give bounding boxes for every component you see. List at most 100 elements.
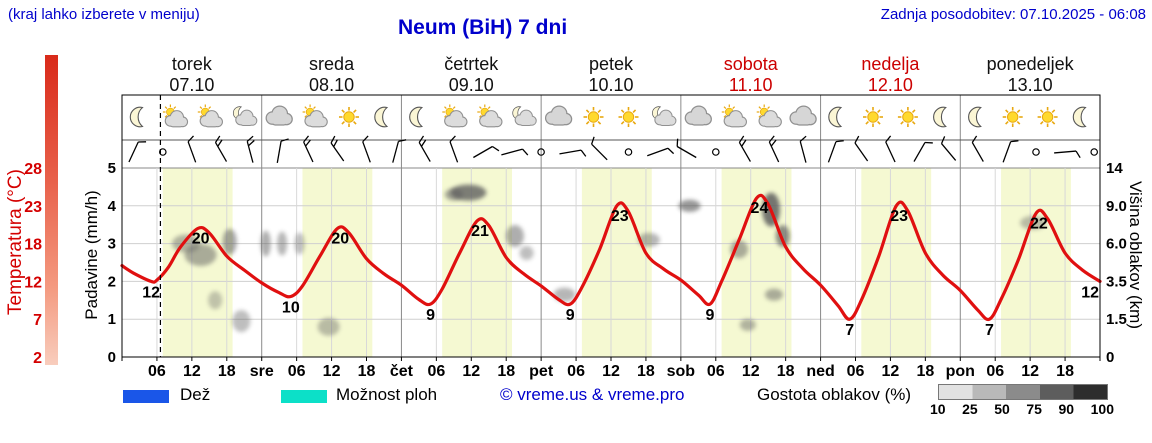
moon-weather-icon xyxy=(828,106,843,128)
calm-wind-icon xyxy=(1090,148,1098,156)
svg-text:sobota: sobota xyxy=(724,54,779,74)
svg-text:12: 12 xyxy=(882,363,900,380)
menu-hint-text: (kraj lahko izberete v meniju) xyxy=(8,6,200,23)
cloudmoon-weather-icon xyxy=(652,106,677,126)
svg-text:18: 18 xyxy=(358,363,376,380)
svg-text:6.0: 6.0 xyxy=(1106,236,1127,253)
svg-text:14: 14 xyxy=(1106,160,1123,177)
wind-barb-icon xyxy=(330,135,345,162)
svg-text:3: 3 xyxy=(108,236,116,253)
svg-text:7: 7 xyxy=(33,312,42,329)
svg-text:20: 20 xyxy=(192,230,210,247)
gridlines xyxy=(121,95,1101,361)
svg-text:18: 18 xyxy=(218,363,236,380)
svg-text:9: 9 xyxy=(566,307,575,324)
wind-barb-icon xyxy=(392,139,407,163)
sun-weather-icon xyxy=(618,107,639,127)
svg-text:5: 5 xyxy=(108,160,116,177)
svg-text:24: 24 xyxy=(751,200,769,217)
wind-barb-icon xyxy=(276,138,289,163)
cloud-density-legend-label: Gostota oblakov (%) xyxy=(757,385,912,404)
rain-legend-swatch xyxy=(123,390,169,403)
calm-wind-icon xyxy=(537,148,545,156)
wind-barb-icon xyxy=(449,135,459,163)
calm-wind-icon xyxy=(1032,148,1040,156)
wind-barb-icon xyxy=(799,135,807,163)
calm-wind-icon xyxy=(624,148,633,156)
sun-weather-icon xyxy=(1037,107,1058,127)
svg-text:ned: ned xyxy=(806,363,834,380)
svg-text:18: 18 xyxy=(916,363,934,380)
showers-legend-label: Možnost ploh xyxy=(336,385,438,404)
svg-text:sob: sob xyxy=(667,363,696,380)
temperature-curve xyxy=(120,193,1102,322)
svg-text:12: 12 xyxy=(183,363,201,380)
cloud-scale-tick: 25 xyxy=(962,401,978,417)
cloud-weather-icon xyxy=(544,105,573,126)
wind-barb-icon xyxy=(214,135,228,162)
svg-text:1: 1 xyxy=(108,311,116,328)
moon-weather-icon xyxy=(933,106,947,128)
svg-text:23: 23 xyxy=(24,199,42,216)
day-bands xyxy=(162,168,1071,357)
svg-text:čet: čet xyxy=(390,363,414,380)
cloud-cover-blobs xyxy=(172,184,1047,336)
cloud-scale-tick: 50 xyxy=(994,401,1010,417)
cloud-weather-icon xyxy=(684,105,712,126)
suncloud-weather-icon xyxy=(721,104,747,128)
svg-text:2: 2 xyxy=(33,350,42,367)
svg-text:12.10: 12.10 xyxy=(868,75,913,95)
sun-weather-icon xyxy=(863,107,883,127)
wind-barb-icon xyxy=(1002,140,1019,163)
page-title: Neum (BiH) 7 dni xyxy=(398,16,568,39)
wind-barb-icon xyxy=(854,135,869,162)
sun-weather-icon xyxy=(897,107,918,127)
wind-barb-icon xyxy=(362,135,371,163)
temperature-extreme-labels: 20 20 21 23 24 23 22 12 10 9 9 9 7 7 12 xyxy=(142,200,1099,339)
wind-barb-icon xyxy=(971,135,984,162)
svg-text:12: 12 xyxy=(462,363,480,380)
svg-text:23: 23 xyxy=(611,208,629,225)
svg-text:nedelja: nedelja xyxy=(861,54,920,74)
svg-text:1.5: 1.5 xyxy=(1106,311,1127,328)
copyright-link[interactable]: © vreme.us & vreme.pro xyxy=(500,385,685,404)
wind-barb-icon xyxy=(940,136,957,161)
cloud-density-scale: 10 25 50 75 90 100 xyxy=(930,401,1114,417)
svg-text:11.10: 11.10 xyxy=(729,75,773,95)
sun-weather-icon xyxy=(339,107,359,127)
svg-text:0: 0 xyxy=(108,349,116,366)
wind-barb-icon xyxy=(418,135,431,162)
svg-text:sre: sre xyxy=(250,363,274,380)
axis-tick-labels: 06 12 18 06 12 18 06 12 18 06 12 18 06 12 18 06 12 18 06 12… xyxy=(24,160,1127,380)
svg-text:22: 22 xyxy=(1030,215,1048,232)
svg-text:09.10: 09.10 xyxy=(449,75,494,95)
wind-barb-icon xyxy=(738,135,751,162)
svg-text:18: 18 xyxy=(777,363,795,380)
moon-weather-icon xyxy=(129,106,144,128)
svg-text:28: 28 xyxy=(24,161,42,178)
svg-text:12: 12 xyxy=(1021,363,1039,380)
wind-barb-icon xyxy=(827,140,844,163)
svg-text:9.0: 9.0 xyxy=(1106,198,1127,215)
wind-barb-icon xyxy=(559,149,587,157)
temperature-color-strip xyxy=(45,55,58,365)
showers-legend-swatch xyxy=(281,390,327,403)
wind-barb-icon xyxy=(1054,150,1081,159)
wind-barb-icon xyxy=(501,148,529,156)
svg-text:7: 7 xyxy=(985,322,994,339)
cloudmoon-weather-icon xyxy=(512,106,537,126)
suncloud-weather-icon xyxy=(162,104,189,128)
svg-text:4: 4 xyxy=(108,198,117,215)
moon-weather-icon xyxy=(1072,106,1087,128)
svg-text:13.10: 13.10 xyxy=(1008,75,1053,95)
svg-text:0: 0 xyxy=(1106,349,1114,366)
svg-text:torek: torek xyxy=(172,54,213,74)
svg-text:3.5: 3.5 xyxy=(1106,273,1127,290)
svg-text:sreda: sreda xyxy=(309,54,355,74)
svg-text:12: 12 xyxy=(1081,284,1099,301)
sun-weather-icon xyxy=(1002,107,1023,127)
wind-barb-icon xyxy=(885,135,896,163)
cloud-weather-icon xyxy=(265,105,293,126)
weather-icons xyxy=(129,104,1087,128)
